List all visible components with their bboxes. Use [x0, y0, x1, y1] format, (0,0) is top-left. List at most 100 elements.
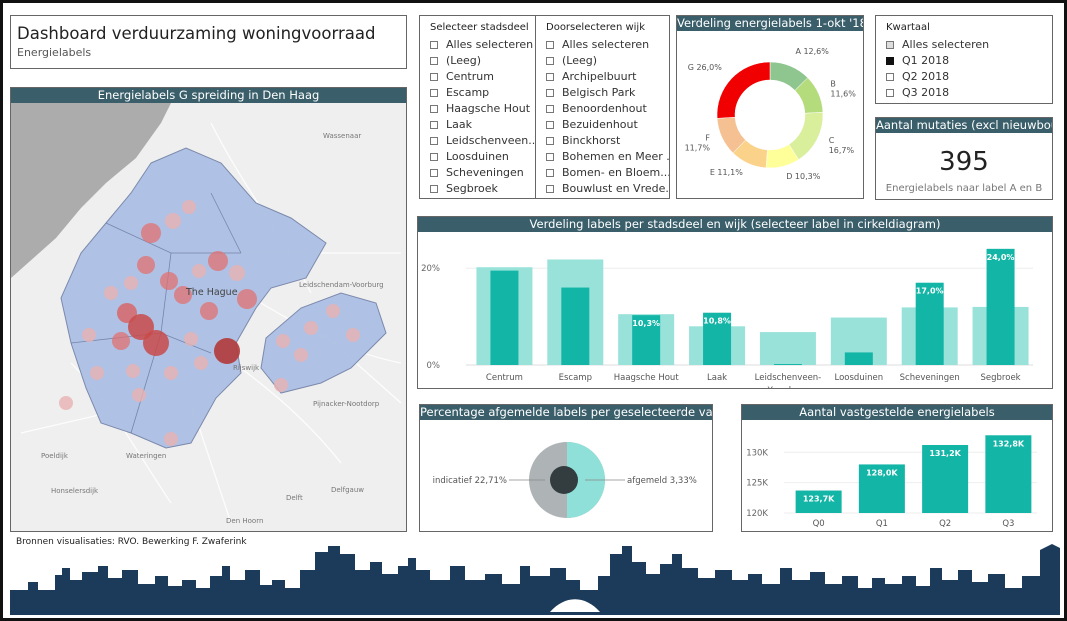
kwartaal-slicer: Kwartaal Alles selecteren Q1 2018 Q2 2018 Q…: [875, 15, 1053, 104]
leidschenveen-district: [260, 292, 387, 394]
checkbox[interactable]: [546, 41, 554, 49]
donut-slice-label: D 10,3%: [786, 172, 821, 181]
map-circles: [59, 200, 360, 446]
wijk-item[interactable]: Archipelbuurt: [536, 69, 669, 85]
wijk-item[interactable]: Bomen- en Bloem...: [536, 165, 669, 181]
map-place-label: Wateringen: [126, 452, 166, 460]
wijk-item-label: Binckhorst: [562, 134, 621, 147]
counts-bar: [795, 490, 842, 513]
checkbox[interactable]: [546, 73, 554, 81]
stadsdeel-item[interactable]: Haagsche Hout: [420, 101, 535, 117]
district-bar-chart[interactable]: 0% 20% Centrum Escamp 10,3% Haagsche Hout 10,8…: [418, 232, 1052, 396]
stadsdeel-item[interactable]: Loosduinen: [420, 149, 535, 165]
wijk-slicer-title: Doorselecteren wijk: [546, 22, 645, 33]
map-place-label: Delft: [286, 494, 303, 502]
map-header: Energielabels G spreiding in Den Haag: [11, 88, 406, 103]
stadsdeel-item[interactable]: Centrum: [420, 69, 535, 85]
district-bar-label: 24,0%: [987, 253, 1015, 262]
checkbox[interactable]: [430, 41, 438, 49]
map-panel: Energielabels G spreiding in Den Haag: [10, 87, 407, 532]
map-place-label: Leidschendam-Voorburg: [299, 281, 384, 289]
checkbox[interactable]: [886, 41, 894, 49]
counts-bar-label: 123,7K: [803, 495, 835, 504]
district-category-label: Loosduinen: [835, 373, 884, 383]
counts-category-label: Q0: [813, 519, 825, 529]
wijk-item[interactable]: Benoordenhout: [536, 101, 669, 117]
map-circle: [294, 348, 308, 362]
kwartaal-item[interactable]: Q2 2018: [876, 69, 1052, 85]
kwartaal-item-label: Alles selecteren: [902, 38, 990, 51]
pct-title: Percentage afgemelde labels per geselect…: [420, 405, 712, 420]
checkbox[interactable]: [546, 137, 554, 145]
checkbox[interactable]: [546, 185, 554, 193]
stadsdeel-item[interactable]: (Leeg): [420, 53, 535, 69]
district-category-label: Segbroek: [981, 373, 1021, 383]
kwartaal-item[interactable]: Q1 2018: [876, 53, 1052, 69]
map-circle: [90, 366, 104, 380]
checkbox[interactable]: [546, 89, 554, 97]
wijk-item[interactable]: (Leeg): [536, 53, 669, 69]
donut-chart[interactable]: A 12,6% B 11,6% C 16,7% D 10,3% E 11,1% F 11,7% G…: [677, 31, 863, 198]
map-place-label: Honselersdijk: [51, 487, 99, 495]
stadsdeel-item[interactable]: Escamp: [420, 85, 535, 101]
stadsdeel-item-label: Centrum: [446, 70, 494, 83]
wijk-item[interactable]: Alles selecteren: [536, 37, 669, 53]
donut-slice-label: E 11,1%: [710, 168, 743, 177]
counts-category-label: Q2: [939, 519, 951, 529]
checkbox[interactable]: [430, 89, 438, 97]
checkbox[interactable]: [886, 73, 894, 81]
checkbox[interactable]: [546, 121, 554, 129]
checkbox[interactable]: [430, 121, 438, 129]
kpi-caption: Energielabels naar label A en B: [885, 183, 1043, 194]
wijk-item[interactable]: Binckhorst: [536, 133, 669, 149]
checkbox[interactable]: [546, 105, 554, 113]
stadsdeel-item-label: Segbroek: [446, 182, 498, 195]
wijk-item-label: Bomen- en Bloem...: [562, 166, 669, 179]
kwartaal-item[interactable]: Alles selecteren: [876, 37, 1052, 53]
wijk-item[interactable]: Belgisch Park: [536, 85, 669, 101]
counts-bar-chart[interactable]: 120K 125K 130K 123,7K Q0 128,0K Q1 131,2K Q2 132,…: [742, 420, 1052, 531]
counts-panel: Aantal vastgestelde energielabels 120K 12…: [741, 404, 1053, 532]
stadsdeel-item[interactable]: Segbroek: [420, 181, 535, 197]
sea-area: [11, 103, 171, 278]
kpi-value: 395: [939, 147, 989, 177]
map-place-label: Den Hoorn: [226, 517, 263, 525]
map-circle: [137, 256, 155, 274]
checkbox[interactable]: [546, 169, 554, 177]
wijk-item-label: Bohemen en Meer ...: [562, 150, 669, 163]
checkbox[interactable]: [430, 169, 438, 177]
checkbox[interactable]: [886, 89, 894, 97]
map-canvas[interactable]: Wassenaar The Hague Leidschendam-Voorbur…: [11, 103, 406, 531]
wijk-item-label: Archipelbuurt: [562, 70, 637, 83]
pct-pie-chart[interactable]: afgemeld 3,33% indicatief 22,71%: [420, 420, 712, 531]
stadsdeel-item[interactable]: Scheveningen: [420, 165, 535, 181]
map-circle: [82, 328, 96, 342]
counts-title: Aantal vastgestelde energielabels: [742, 405, 1052, 420]
checkbox[interactable]: [430, 153, 438, 161]
wijk-item[interactable]: Bouwlust en Vrede...: [536, 181, 669, 197]
stadsdeel-slicer-title: Selecteer stadsdeel: [430, 22, 529, 33]
checkbox[interactable]: [546, 57, 554, 65]
checkbox[interactable]: [430, 185, 438, 193]
donut-slice-label: C 16,7%: [829, 136, 855, 155]
kwartaal-list: Alles selecteren Q1 2018 Q2 2018 Q3 2018: [876, 37, 1052, 101]
district-ytick: 0%: [427, 361, 441, 371]
checkbox[interactable]: [430, 73, 438, 81]
stadsdeel-item[interactable]: Alles selecteren: [420, 37, 535, 53]
checkbox[interactable]: [430, 105, 438, 113]
stadsdeel-item[interactable]: Leidschenveen...: [420, 133, 535, 149]
checkbox[interactable]: [430, 137, 438, 145]
checkbox[interactable]: [886, 57, 894, 65]
checkbox[interactable]: [430, 57, 438, 65]
stadsdeel-item[interactable]: Laak: [420, 117, 535, 133]
kwartaal-item[interactable]: Q3 2018: [876, 85, 1052, 101]
wijk-item[interactable]: Bohemen en Meer ...: [536, 149, 669, 165]
district-bar-label: 10,3%: [632, 319, 660, 328]
checkbox[interactable]: [546, 153, 554, 161]
wijk-item[interactable]: Bezuidenhout: [536, 117, 669, 133]
wijk-item-label: Benoordenhout: [562, 102, 647, 115]
district-category-label: Scheveningen: [900, 373, 960, 383]
donut-slice-label: B 11,6%: [830, 79, 856, 98]
donut-title: Verdeling energielabels 1-okt '18: [677, 16, 863, 31]
